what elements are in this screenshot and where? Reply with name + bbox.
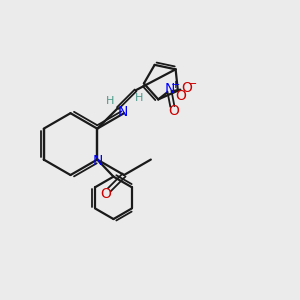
Text: +: + [171,80,181,90]
Text: O: O [181,81,192,95]
Text: −: − [188,80,198,89]
Text: N: N [117,105,128,119]
Text: H: H [135,93,143,103]
Text: O: O [100,187,111,201]
Text: N: N [164,82,175,96]
Text: H: H [106,96,114,106]
Text: N: N [93,154,103,168]
Text: O: O [168,104,179,118]
Text: O: O [175,89,186,103]
